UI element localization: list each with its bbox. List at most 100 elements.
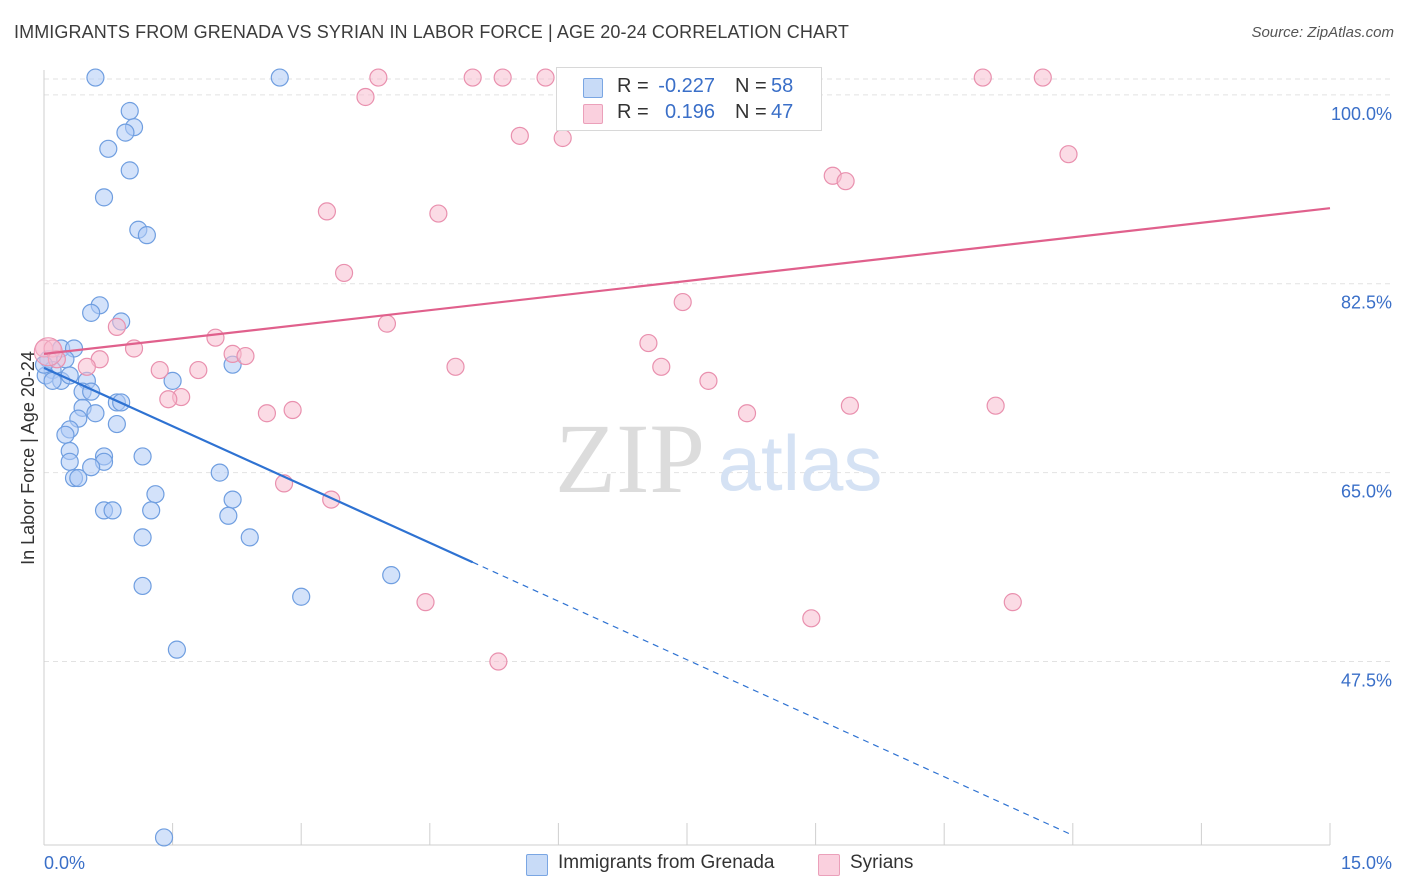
syrian-point bbox=[236, 346, 255, 366]
grenada-point bbox=[240, 528, 259, 547]
grenada-trend-extension bbox=[472, 561, 1074, 836]
grenada-point bbox=[137, 226, 156, 245]
y-tick-label: 47.5% bbox=[1341, 671, 1392, 691]
syrian-point bbox=[416, 593, 435, 612]
grenada-point bbox=[223, 490, 242, 509]
legend-r-label: R = bbox=[617, 75, 649, 97]
syrian-point bbox=[699, 371, 718, 390]
grid-layer bbox=[44, 78, 1392, 663]
grenada-point bbox=[120, 101, 139, 121]
stats-legend: R = -0.227 N = 58 R = 0.196 N = 47 bbox=[556, 67, 822, 131]
watermark-zip: ZIP bbox=[555, 403, 705, 514]
watermark-atlas: atlas bbox=[718, 419, 883, 507]
syrian-point bbox=[283, 400, 302, 420]
grenada-point bbox=[82, 303, 101, 322]
syrian-point bbox=[673, 292, 692, 312]
grenada-point bbox=[382, 566, 401, 585]
syrian-point bbox=[840, 396, 859, 415]
x-tick-label: 15.0% bbox=[1341, 853, 1392, 873]
chart-title: IMMIGRANTS FROM GRENADA VS SYRIAN IN LAB… bbox=[14, 22, 849, 42]
legend-r-label: R = bbox=[617, 101, 649, 123]
grenada-point bbox=[82, 458, 101, 477]
grenada-point bbox=[163, 371, 182, 390]
y-tick-label: 65.0% bbox=[1341, 482, 1392, 502]
bottom-legend-label: Syrians bbox=[850, 852, 914, 873]
syrian-point bbox=[317, 202, 337, 221]
legend-row-grenada: R = -0.227 N = 58 bbox=[557, 74, 821, 100]
syrian-point bbox=[257, 404, 277, 423]
syrian-point bbox=[836, 172, 855, 191]
syrian-point bbox=[107, 317, 126, 336]
syrian-point bbox=[377, 314, 397, 333]
axis-layer bbox=[43, 70, 1331, 846]
syrian-point bbox=[493, 68, 512, 87]
grenada-point bbox=[133, 447, 152, 466]
syrian-point bbox=[986, 396, 1005, 415]
grenada-point bbox=[133, 528, 152, 547]
y-tick-label: 100.0% bbox=[1331, 104, 1392, 124]
syrian-point bbox=[446, 357, 465, 376]
grenada-point bbox=[120, 161, 139, 180]
bottom-legend-swatch-blue bbox=[526, 854, 548, 876]
syrian-point bbox=[47, 350, 66, 369]
syrian-point bbox=[536, 68, 555, 87]
legend-r-value: 0.196 bbox=[664, 101, 715, 123]
legend-swatch-blue bbox=[583, 78, 603, 98]
bottom-legend-label: Immigrants from Grenada bbox=[558, 852, 775, 873]
syrian-trend-line bbox=[43, 207, 1331, 355]
syrian-point bbox=[802, 609, 821, 628]
syrian-point bbox=[737, 404, 757, 423]
syrian-point bbox=[77, 357, 96, 376]
grenada-point bbox=[99, 139, 118, 158]
grenada-point bbox=[86, 68, 105, 87]
source-label: Source: ZipAtlas.com bbox=[1251, 24, 1394, 41]
points-layer bbox=[33, 68, 1078, 847]
syrian-point bbox=[150, 360, 169, 380]
legend-n-value: 47 bbox=[771, 101, 794, 123]
grenada-point bbox=[94, 188, 114, 207]
grenada-point bbox=[210, 463, 229, 482]
syrian-point bbox=[369, 68, 388, 87]
grenada-point bbox=[56, 425, 75, 444]
grenada-point bbox=[142, 501, 161, 520]
grenada-point bbox=[292, 587, 311, 606]
grenada-point bbox=[146, 485, 165, 504]
grenada-point bbox=[167, 640, 186, 659]
syrian-point bbox=[639, 333, 658, 353]
grenada-point bbox=[154, 828, 174, 847]
grenada-point bbox=[103, 501, 122, 520]
legend-swatch-pink bbox=[583, 104, 603, 124]
syrian-point bbox=[1059, 145, 1078, 164]
syrian-point bbox=[652, 357, 671, 376]
trend-layer bbox=[43, 207, 1331, 836]
syrian-point bbox=[189, 360, 208, 380]
y-tick-label: 82.5% bbox=[1341, 293, 1392, 313]
syrian-point bbox=[1033, 68, 1052, 87]
grenada-point bbox=[60, 452, 79, 471]
grenada-trend-line bbox=[43, 366, 474, 564]
syrian-point bbox=[334, 263, 354, 283]
legend-row-syrians: R = 0.196 N = 47 bbox=[557, 100, 821, 126]
syrian-point bbox=[356, 87, 375, 107]
legend-n-value: 58 bbox=[771, 75, 794, 97]
x-tick-label: 0.0% bbox=[44, 853, 85, 873]
grenada-point bbox=[107, 414, 126, 434]
syrian-point bbox=[206, 328, 225, 347]
legend-n-label: N = bbox=[735, 75, 767, 97]
label-layer: 100.0% 82.5% 65.0% 47.5% 0.0% 15.0% In Labor F… bbox=[18, 104, 1392, 873]
syrian-point bbox=[973, 68, 992, 87]
grenada-point bbox=[86, 404, 105, 423]
grenada-point bbox=[219, 506, 238, 525]
grenada-point bbox=[133, 576, 152, 596]
syrian-point bbox=[553, 128, 572, 148]
syrian-point bbox=[429, 204, 448, 223]
syrian-point bbox=[510, 126, 529, 145]
bottom-legend-swatch-pink bbox=[818, 854, 840, 876]
grenada-point bbox=[270, 68, 289, 87]
syrian-point bbox=[1003, 593, 1022, 612]
syrian-point bbox=[159, 390, 178, 409]
syrian-point bbox=[489, 652, 508, 671]
grenada-point bbox=[69, 468, 88, 488]
y-axis-title: In Labor Force | Age 20-24 bbox=[18, 351, 38, 565]
